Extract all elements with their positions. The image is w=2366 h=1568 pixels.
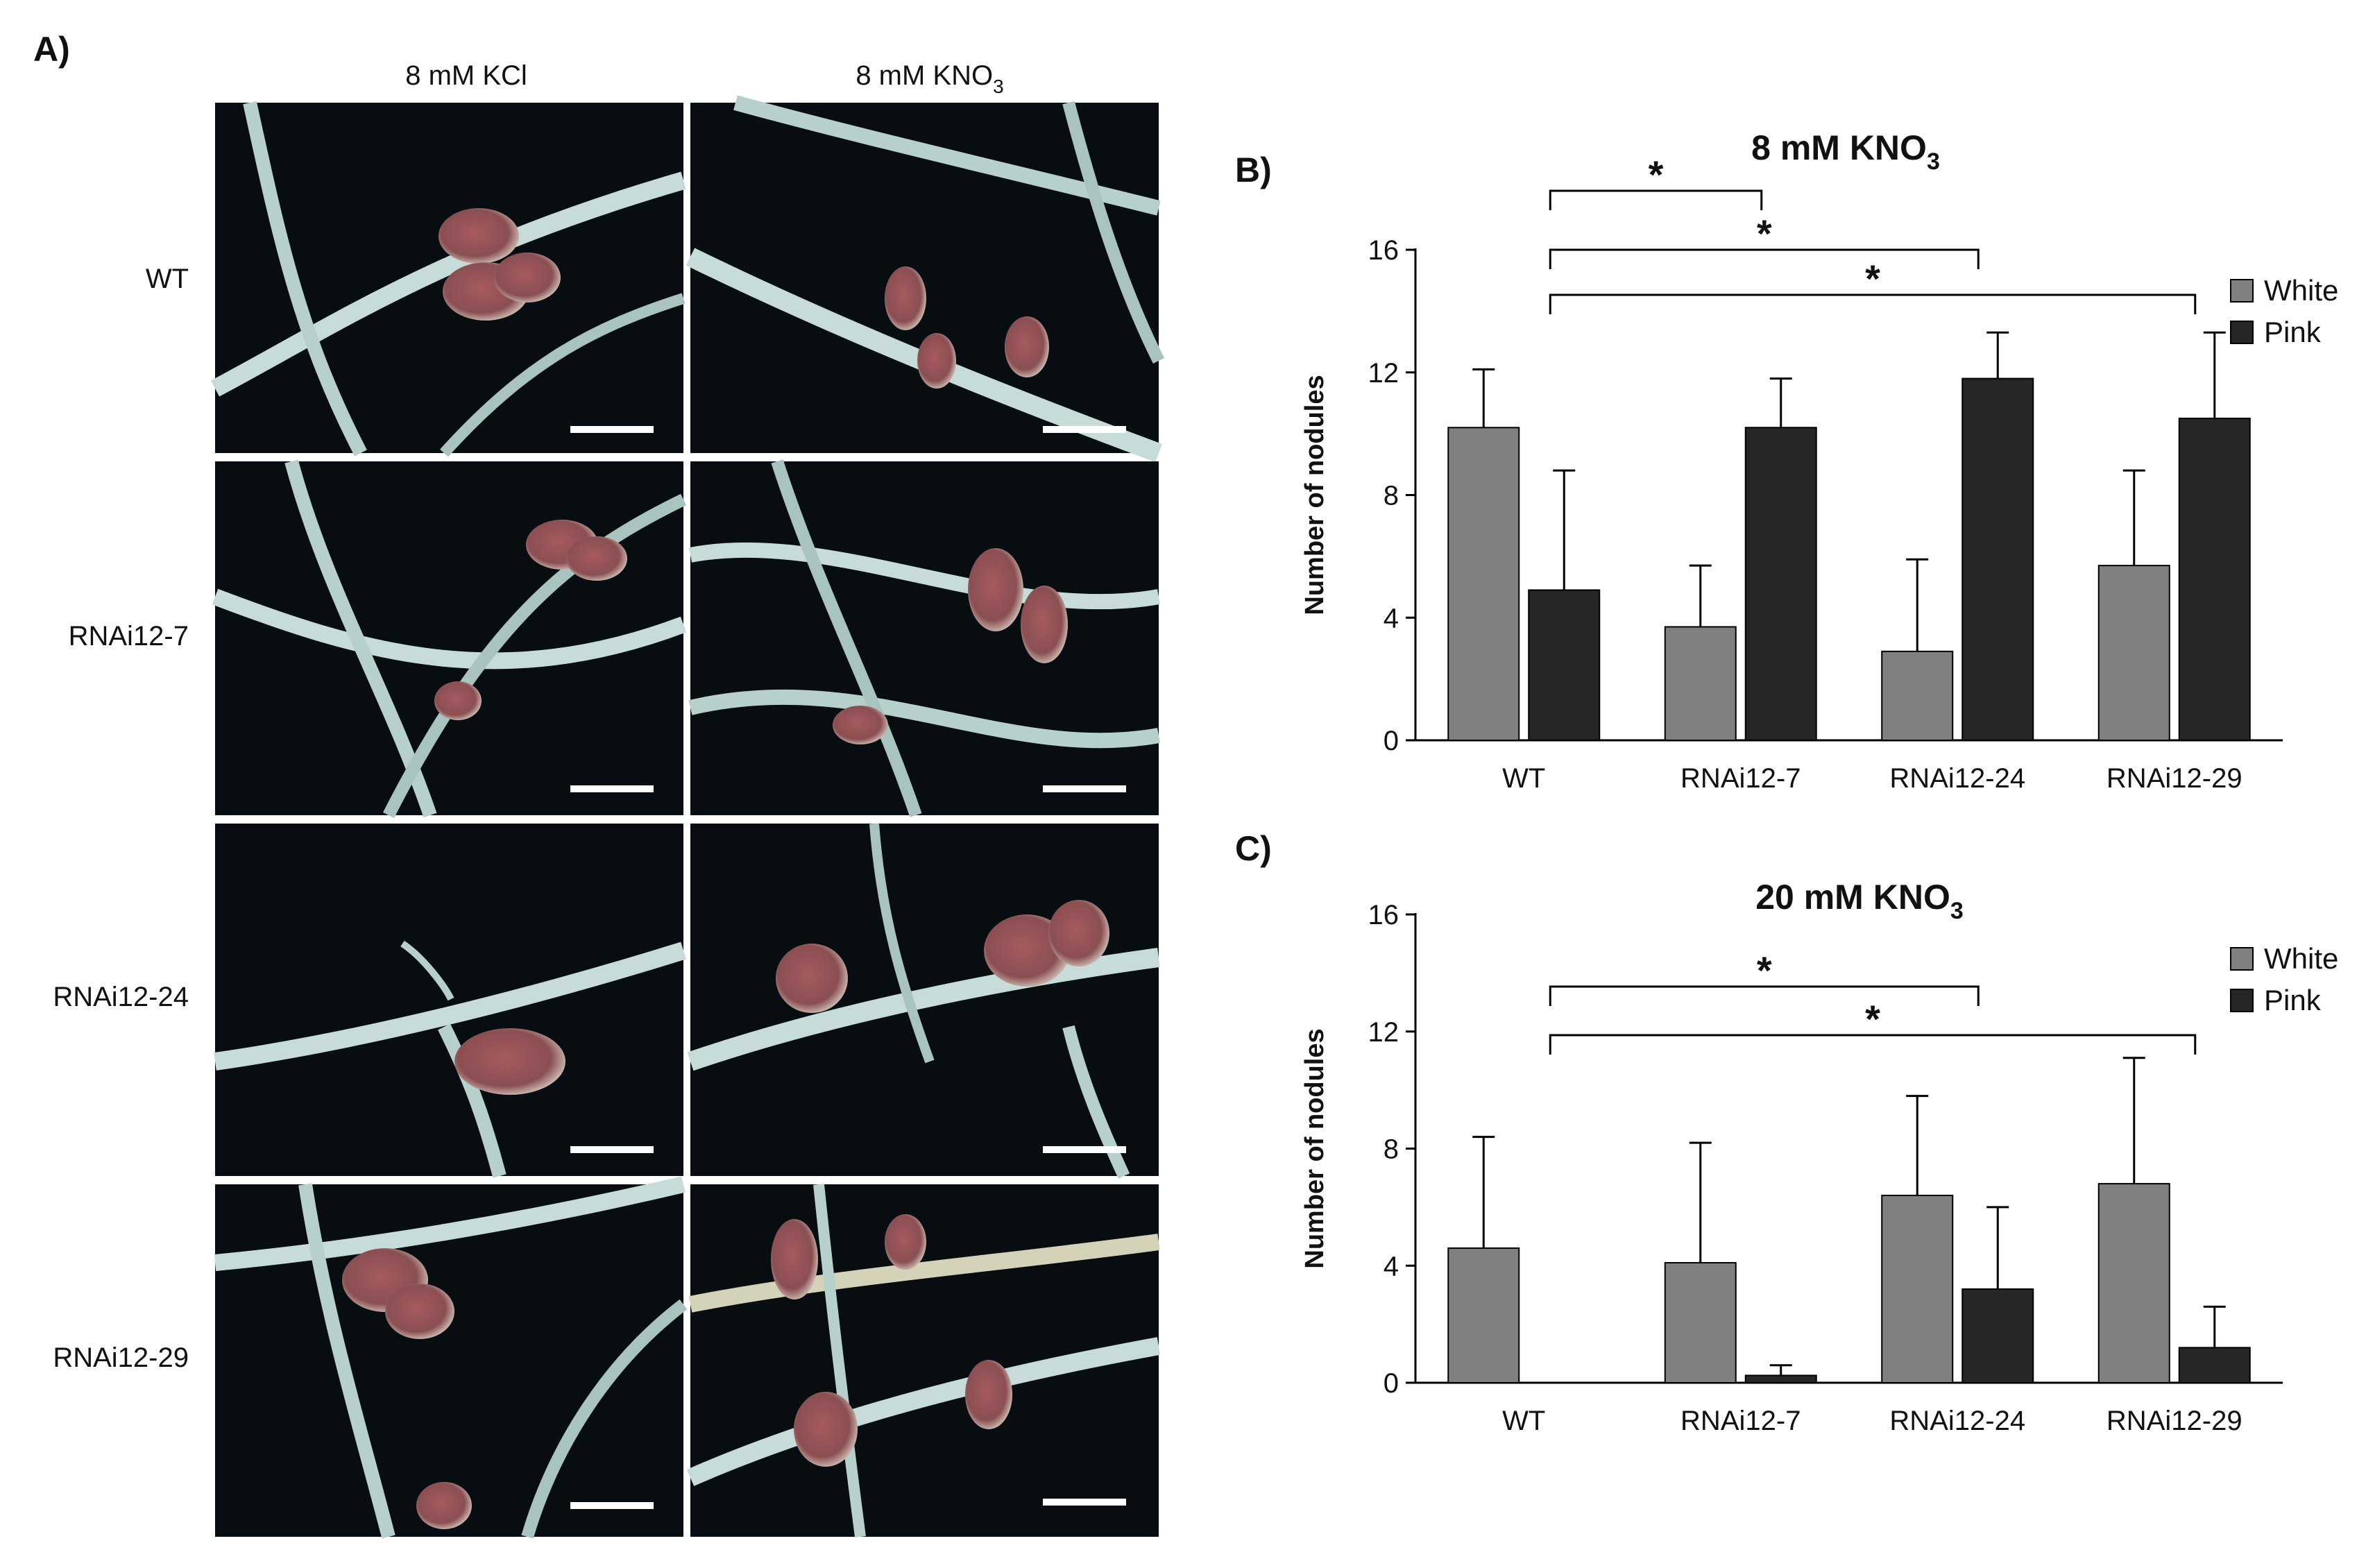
chart-c-bar-white <box>2097 1183 2170 1383</box>
photo-rnai12-29-kcl <box>214 1176 688 1539</box>
chart-b-bar-pink <box>1744 427 1817 741</box>
chart-c-category-label: WT <box>1502 1406 1545 1436</box>
chart-c: C) 20 mM KNO3 Number of nodules 0 4 8 12 16 WT RN… <box>1235 829 2338 1436</box>
row-label-rnai12-29: RNAi12-29 <box>53 1343 189 1373</box>
chart-b-category-label: RNAi12-24 <box>1889 763 2025 794</box>
chart-b: B) 8 mM KNO3 Number of nodules 0 4 8 12 16 WT RNA… <box>1235 128 2338 794</box>
row-label-wt: WT <box>146 264 189 294</box>
photo-rnai12-24-kno3 <box>687 823 1160 1179</box>
chart-c-bar-white <box>1447 1247 1520 1383</box>
photo-rnai12-24-kcl <box>214 824 686 1178</box>
chart-b-bar-pink <box>2178 418 2251 741</box>
chart-b-legend-label-pink: Pink <box>2264 316 2322 348</box>
chart-b-legend-swatch-pink <box>2230 321 2254 344</box>
chart-b-category-label: RNAi12-7 <box>1680 763 1801 794</box>
chart-b-ytick-label: 0 <box>1384 726 1399 756</box>
chart-c-title: 20 mM KNO3 <box>1755 878 1964 924</box>
chart-c-significance-bracket <box>1549 985 1980 1006</box>
chart-b-bar-white <box>1447 427 1520 741</box>
chart-c-category-label: RNAi12-29 <box>2107 1406 2242 1436</box>
chart-b-significance-star: * <box>1865 257 1880 300</box>
chart-c-bar-pink <box>1961 1288 2034 1383</box>
chart-c-category-label: RNAi12-24 <box>1889 1406 2025 1436</box>
chart-c-panel-label: C) <box>1235 829 1272 868</box>
chart-b-significance-star: * <box>1649 153 1664 196</box>
photo-wt-kcl <box>210 101 686 457</box>
chart-b-significance-bracket <box>1549 293 2197 314</box>
chart-b-bar-white <box>2097 565 2170 741</box>
chart-b-bar-white <box>1664 626 1737 741</box>
chart-c-bar-pink <box>2178 1347 2251 1383</box>
chart-c-bar-white <box>1664 1262 1737 1383</box>
chart-c-category-label: RNAi12-7 <box>1680 1406 1801 1436</box>
chart-b-ylabel: Number of nodules <box>1300 375 1329 615</box>
chart-b-legend-label-white: White <box>2264 274 2338 307</box>
chart-c-bar-pink <box>1744 1374 1817 1383</box>
panel-a-label: A) <box>33 30 70 69</box>
chart-b-bar-white <box>1881 650 1954 742</box>
chart-b-ytick-label: 4 <box>1384 603 1399 633</box>
chart-c-legend-label-pink: Pink <box>2264 984 2322 1016</box>
chart-b-significance-bracket <box>1549 189 1763 210</box>
photo-rnai12-7-kno3 <box>688 459 1160 817</box>
panel-a: A) 8 mM KCl 8 mM KNO3 WT RNAi12-7 RNAi12… <box>33 30 1165 1539</box>
chart-c-ytick-label: 8 <box>1384 1134 1399 1165</box>
chart-c-significance-bracket <box>1549 1034 2197 1055</box>
photo-rnai12-29-kno3 <box>686 1184 1161 1538</box>
chart-c-ytick-label: 4 <box>1384 1251 1399 1281</box>
chart-c-significance-star: * <box>1865 997 1880 1041</box>
chart-c-legend-swatch-white <box>2230 947 2254 971</box>
column-header-kno3: 8 mM KNO3 <box>856 60 1003 97</box>
chart-c-ylabel: Number of nodules <box>1300 1028 1329 1268</box>
chart-b-significance-bracket <box>1549 248 1980 269</box>
photo-rnai12-7-kcl <box>212 459 687 819</box>
chart-b-category-label: WT <box>1502 763 1545 794</box>
chart-b-bar-pink <box>1528 589 1601 742</box>
chart-b-panel-label: B) <box>1235 151 1272 189</box>
chart-b-title: 8 mM KNO3 <box>1751 128 1940 175</box>
chart-b-category-label: RNAi12-29 <box>2107 763 2242 794</box>
chart-c-legend-label-white: White <box>2264 942 2338 975</box>
chart-c-ytick-label: 12 <box>1368 1017 1399 1048</box>
chart-b-ytick-label: 16 <box>1368 235 1399 266</box>
chart-c-ytick-label: 16 <box>1368 900 1399 930</box>
column-header-kcl: 8 mM KCl <box>405 60 527 91</box>
chart-b-ytick-label: 8 <box>1384 481 1399 511</box>
chart-b-bar-pink <box>1961 377 2034 741</box>
chart-b-significance-star: * <box>1757 212 1772 255</box>
chart-c-ytick-label: 0 <box>1384 1368 1399 1399</box>
chart-b-ytick-label: 12 <box>1368 358 1399 389</box>
chart-b-legend-swatch-white <box>2230 279 2254 302</box>
row-label-rnai12-7: RNAi12-7 <box>69 621 189 651</box>
chart-c-bar-white <box>1881 1195 1954 1383</box>
chart-c-significance-star: * <box>1757 948 1772 992</box>
row-label-rnai12-24: RNAi12-24 <box>53 982 189 1012</box>
photo-wt-kno3 <box>686 95 1165 463</box>
chart-c-legend-swatch-pink <box>2230 989 2254 1012</box>
